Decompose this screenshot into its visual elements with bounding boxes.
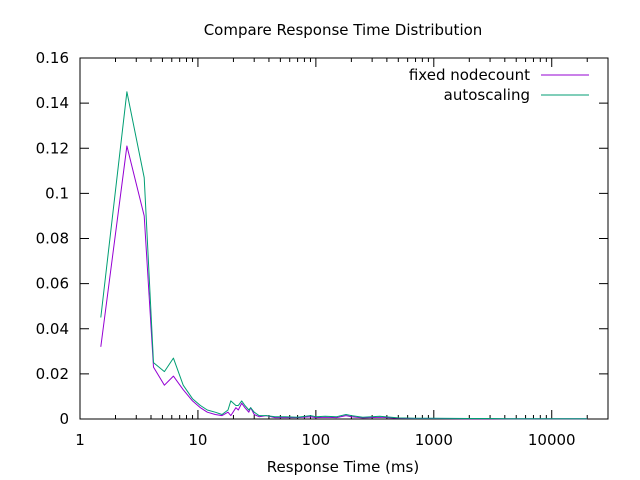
- axis-ticks: 0 0.02 0.04 0.06 0.08 0.1 0.12 0.14 0.16 1 10 100 10…: [36, 49, 608, 449]
- y-tick-label: 0.16: [36, 49, 69, 67]
- series-lines: [100, 91, 588, 420]
- series-line-autoscaling: [100, 91, 588, 420]
- y-tick-label: 0: [59, 410, 69, 428]
- legend-label: autoscaling: [444, 86, 530, 104]
- x-tick-label: 10: [188, 431, 207, 449]
- series-line-fixed-nodecount: [100, 145, 588, 420]
- x-tick-label: 100: [302, 431, 331, 449]
- x-tick-label: 1: [75, 431, 85, 449]
- y-tick-label: 0.1: [45, 184, 69, 202]
- y-tick-label: 0.14: [36, 94, 69, 112]
- y-tick-label: 0.12: [36, 139, 69, 157]
- plot-frame: [79, 57, 609, 420]
- y-tick-label: 0.02: [36, 365, 69, 383]
- y-tick-label: 0.04: [36, 320, 69, 338]
- y-tick-label: 0.08: [36, 230, 69, 248]
- legend-label: fixed nodecount: [409, 66, 530, 84]
- y-tick-label: 0.06: [36, 275, 69, 293]
- chart-title: Compare Response Time Distribution: [204, 21, 483, 39]
- x-axis-label: Response Time (ms): [267, 458, 419, 476]
- legend: fixed nodecount autoscaling: [409, 66, 589, 104]
- x-tick-label: 1000: [415, 431, 453, 449]
- x-tick-label: 10000: [528, 431, 576, 449]
